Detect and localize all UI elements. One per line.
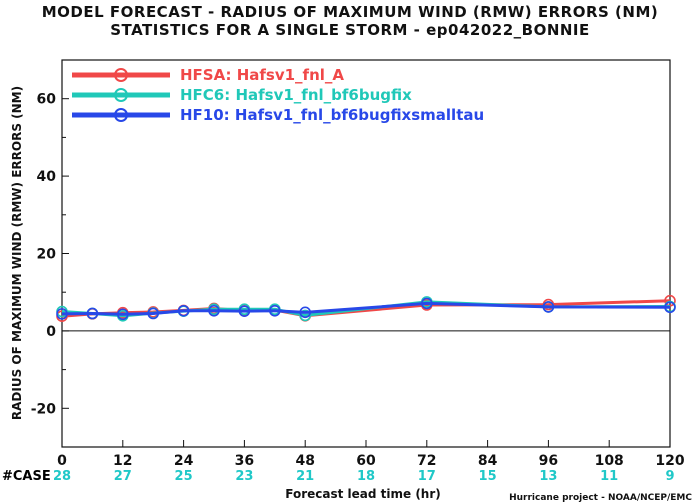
x-axis-ticks: 0 12 24 36 48 60 72 84 96 108 120 [57, 440, 685, 469]
legend-swatch-marker [114, 68, 128, 82]
x-tick-label: 0 [57, 453, 67, 469]
series-point [299, 309, 312, 322]
case-label: #CASE [2, 469, 51, 484]
series-point [664, 294, 676, 307]
x-tick-label: 24 [174, 453, 194, 469]
y-tick-label: 20 [37, 247, 57, 263]
x-tick-label: 48 [295, 453, 314, 469]
y-axis-ticks: -20 0 20 40 60 [31, 59, 69, 448]
series-point [56, 308, 68, 320]
x-tick-label: 120 [655, 453, 684, 469]
x-tick-label: 96 [539, 453, 558, 469]
y-axis-label: RADIUS OF MAXIMUM WIND (RMW) ERRORS (NM) [10, 86, 24, 420]
x-tick-label: 72 [417, 453, 436, 469]
x-tick-label: 36 [235, 453, 254, 469]
case-count: 11 [600, 469, 618, 484]
case-count: 15 [479, 469, 497, 484]
data-series [56, 294, 676, 322]
case-count: 27 [114, 469, 132, 484]
case-count: 18 [357, 469, 375, 484]
series-point [117, 308, 129, 321]
case-count: 28 [53, 469, 71, 484]
legend-entry: HFC6: Hafsv1_fnl_bf6bugfix [180, 86, 412, 104]
series-point [268, 304, 281, 317]
y-tick-label: -20 [31, 401, 57, 417]
x-tick-label: 84 [478, 453, 498, 469]
chart-title: MODEL FORECAST - RADIUS OF MAXIMUM WIND … [42, 3, 659, 21]
series-point [208, 304, 220, 317]
case-count: 9 [665, 469, 674, 484]
series-point [177, 304, 190, 317]
case-count: 17 [418, 469, 436, 484]
x-tick-label: 108 [595, 453, 624, 469]
y-tick-label: 60 [37, 92, 57, 108]
y-tick-label: 40 [37, 169, 57, 185]
legend-swatch-marker [114, 108, 128, 122]
case-count: 13 [539, 469, 557, 484]
legend-swatch-marker [114, 88, 128, 102]
case-count: 25 [175, 469, 193, 484]
legend: HFSA: Hafsv1_fnl_A HFC6: Hafsv1_fnl_bf6bu… [72, 66, 484, 124]
series-point [147, 307, 159, 320]
x-tick-label: 60 [356, 453, 376, 469]
series-point [238, 305, 251, 317]
case-count-row: 28 27 25 23 21 18 17 15 13 11 9 [53, 469, 675, 484]
series-point [664, 301, 676, 314]
series-point [299, 306, 312, 319]
case-count: 21 [296, 469, 314, 484]
chart-subtitle: STATISTICS FOR A SINGLE STORM - ep042022… [110, 21, 590, 39]
x-tick-label: 12 [113, 453, 132, 469]
legend-entry: HFSA: Hafsv1_fnl_A [180, 66, 344, 84]
case-count: 23 [235, 469, 253, 484]
series-point [542, 301, 555, 313]
credit-text: Hurricane project - NOAA/NCEP/EMC [509, 493, 692, 503]
series-point [86, 307, 99, 320]
y-tick-label: 0 [46, 324, 56, 340]
series-point [420, 297, 433, 310]
x-axis-label: Forecast lead time (hr) [285, 487, 441, 501]
legend-entry: HF10: Hafsv1_fnl_bf6bugfixsmalltau [180, 106, 484, 124]
